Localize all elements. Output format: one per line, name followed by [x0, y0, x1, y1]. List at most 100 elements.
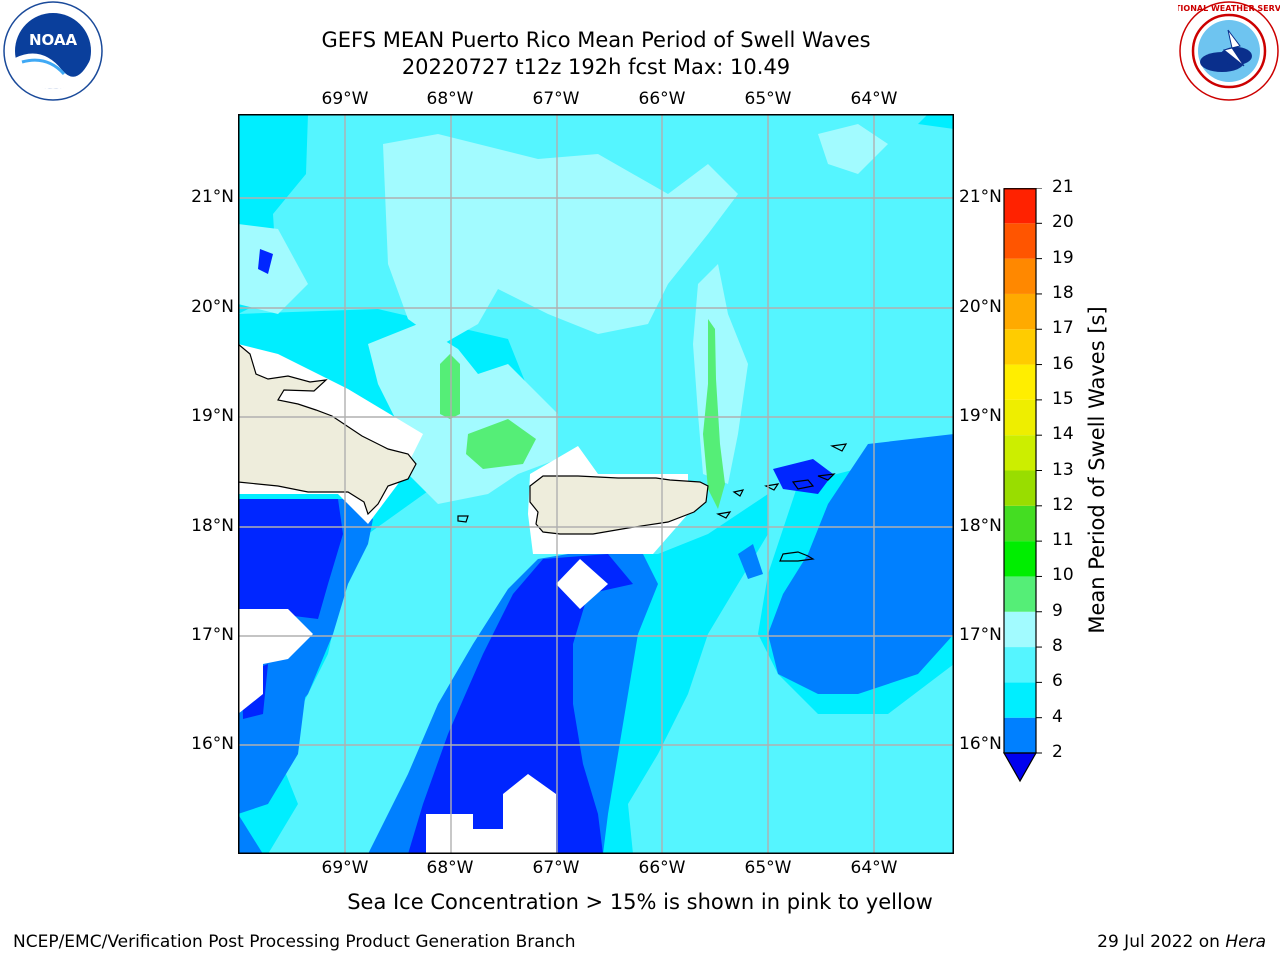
colorbar-segment: [1004, 541, 1036, 577]
footer-date: 29 Jul 2022 on Hera: [1097, 932, 1266, 952]
chart-title: GEFS MEAN Puerto Rico Mean Period of Swe…: [321, 28, 871, 52]
lon-label-top: 66°W: [638, 89, 686, 109]
field-lt-2: [408, 554, 633, 854]
field-2-4: [738, 544, 763, 579]
lon-label-bottom: 67°W: [532, 858, 580, 878]
lat-label-left: 18°N: [191, 516, 234, 536]
lat-label-right: 16°N: [959, 734, 1002, 754]
colorbar-tick-label: 12: [1052, 494, 1074, 515]
land-island: [732, 489, 745, 497]
sea-ice-note: Sea Ice Concentration > 15% is shown in …: [347, 890, 933, 914]
field-4-6: [918, 114, 954, 129]
field-9-10: [466, 419, 536, 469]
colorbar-tick-label: 2: [1052, 742, 1063, 762]
colorbar-segment: [1004, 717, 1036, 753]
lon-label-bottom: 64°W: [850, 858, 898, 878]
field-8-9: [383, 134, 738, 344]
field-8-9: [238, 224, 308, 314]
lat-label-left: 16°N: [191, 734, 234, 754]
colorbar-segment: [1004, 647, 1036, 683]
land-island: [817, 473, 836, 481]
lat-label-left: 17°N: [191, 625, 234, 645]
colorbar-segment: [1004, 223, 1036, 259]
lon-label-bottom: 68°W: [426, 858, 474, 878]
colorbar-segment: [1004, 611, 1036, 648]
footer-credit: NCEP/EMC/Verification Post Processing Pr…: [13, 932, 576, 952]
field-2-4: [238, 674, 308, 814]
land-island: [830, 443, 848, 452]
lon-label-top: 69°W: [321, 89, 369, 109]
nws-logo-icon: NATIONAL WEATHER SERVICE: [1178, 1, 1280, 101]
field-9-10: [703, 319, 725, 509]
field-8-9: [818, 124, 888, 174]
colorbar-tick-label: 10: [1052, 565, 1074, 586]
noaa-logo-text: NOAA: [29, 31, 78, 49]
colorbar-segment: [1004, 505, 1036, 542]
lon-label-top: 64°W: [850, 89, 898, 109]
colorbar-extend-arrow: [1002, 752, 1038, 783]
field-2-4: [238, 814, 263, 854]
land-hispaniola: [238, 343, 417, 516]
mask-region: [556, 559, 608, 609]
colorbar-tick-label: 14: [1052, 424, 1074, 445]
swell-period-map: [238, 114, 954, 854]
lon-label-bottom: 66°W: [638, 858, 686, 878]
colorbar-segment: [1004, 329, 1036, 365]
lat-label-left: 19°N: [191, 406, 234, 426]
colorbar-segment: [1004, 399, 1036, 436]
land-island: [716, 511, 732, 519]
noaa-logo-icon: NOAA: [3, 1, 103, 101]
colorbar-tick-label: 18: [1052, 282, 1074, 303]
lon-label-bottom: 69°W: [321, 858, 369, 878]
colorbar-segment: [1004, 364, 1036, 400]
colorbar-segment: [1004, 293, 1036, 330]
footer-date-text: 29 Jul 2022 on: [1097, 932, 1220, 952]
lon-label-top: 67°W: [532, 89, 580, 109]
colorbar-tick-label: 17: [1052, 318, 1074, 339]
map-frame: [238, 114, 954, 854]
colorbar-tick-label: 4: [1052, 706, 1063, 727]
lon-label-top: 65°W: [744, 89, 792, 109]
lat-label-right: 19°N: [959, 406, 1002, 426]
colorbar-segment: [1004, 576, 1036, 612]
land-island: [791, 479, 815, 490]
colorbar-segment: [1004, 470, 1036, 506]
colorbar-tick-label: 8: [1052, 636, 1063, 657]
lat-label-left: 20°N: [191, 297, 234, 317]
lat-label-right: 20°N: [959, 297, 1002, 317]
colorbar-tick-label: 6: [1052, 671, 1063, 692]
lon-label-bottom: 65°W: [744, 858, 792, 878]
map-grid: [238, 114, 954, 854]
field-9-10: [440, 354, 460, 419]
land-island: [764, 483, 780, 491]
field-lt-2: [238, 499, 343, 619]
lat-label-right: 18°N: [959, 516, 1002, 536]
colorbar-segment: [1004, 435, 1036, 471]
colorbar-segment: [1004, 188, 1036, 224]
colorbar-tick-label: 15: [1052, 388, 1074, 409]
lat-label-left: 21°N: [191, 187, 234, 207]
colorbar-tick-label: 11: [1052, 530, 1074, 551]
footer-host: Hera: [1225, 932, 1266, 952]
colorbar-tick-label: 13: [1052, 459, 1074, 480]
land-island: [457, 515, 469, 523]
svg-text:NATIONAL WEATHER SERVICE: NATIONAL WEATHER SERVICE: [1178, 4, 1280, 13]
land-puerto-rico: [529, 475, 709, 535]
colorbar-tick-label: 9: [1052, 600, 1063, 621]
colorbar-segments: [1002, 188, 1042, 783]
lon-label-top: 68°W: [426, 89, 474, 109]
chart-subtitle-forecast: 20220727 t12z 192h fcst Max: 10.49: [401, 55, 791, 79]
field-lt-2: [773, 459, 833, 494]
lat-label-right: 21°N: [959, 187, 1002, 207]
colorbar-tick-label: 16: [1052, 353, 1074, 374]
colorbar-tick-label: 19: [1052, 247, 1074, 268]
colorbar-segment: [1004, 258, 1036, 294]
field-lt-2: [258, 249, 273, 274]
colorbar-tick-label: 20: [1052, 212, 1074, 233]
colorbar: [1002, 188, 1042, 783]
mask-region: [426, 774, 556, 854]
mask-region: [238, 609, 313, 714]
field-2-4: [768, 434, 954, 694]
colorbar-segment: [1004, 682, 1036, 718]
colorbar-title: Mean Period of Swell Waves [s]: [1085, 306, 1109, 634]
